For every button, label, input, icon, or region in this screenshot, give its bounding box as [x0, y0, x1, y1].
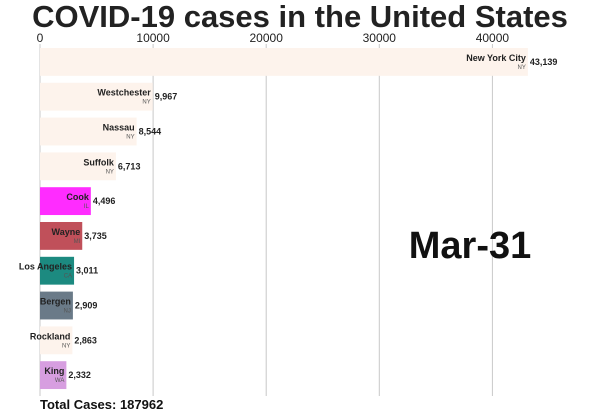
bar: [40, 361, 67, 390]
bar-name-label: Nassau: [103, 123, 135, 133]
bar-value-label: 6,713: [118, 161, 141, 171]
bar-name-label: King: [44, 366, 64, 376]
bar-state-label: IL: [84, 204, 90, 210]
bar: [40, 291, 73, 320]
bar-name-label: Rockland: [30, 331, 71, 341]
bar-state-label: MI: [74, 239, 81, 245]
bar-name-label: Los Angeles: [19, 262, 72, 272]
bar: [40, 117, 137, 146]
chart-title: COVID-19 cases in the United States: [32, 0, 568, 34]
x-tick-label: 30000: [363, 31, 397, 45]
x-tick-label: 40000: [476, 31, 510, 45]
x-tick-label: 10000: [136, 31, 170, 45]
bar: [40, 222, 83, 250]
bar-value-label: 3,735: [84, 231, 107, 241]
grid-lines: [39, 44, 493, 396]
bar-name-label: Suffolk: [83, 157, 114, 167]
x-tick-label: 20000: [250, 31, 284, 45]
bar-value-label: 4,496: [93, 196, 116, 206]
bar-name-label: Cook: [66, 192, 89, 202]
x-tick-label: 0: [37, 31, 44, 45]
bar: [40, 187, 91, 216]
bar: [40, 48, 528, 76]
bars-group: New York City NY 43,139 Westchester NY 9,967 N…: [19, 48, 558, 390]
bar: [40, 256, 75, 285]
bar-state-label: NY: [126, 135, 134, 141]
bar-state-label: WA: [55, 378, 64, 384]
bar-state-label: NY: [518, 65, 526, 71]
bar-value-label: 8,544: [139, 127, 162, 137]
bar-state-label: CA: [64, 274, 72, 280]
bar-state-label: NY: [142, 100, 150, 106]
bar-value-label: 9,967: [155, 92, 178, 102]
bar-state-label: NJ: [64, 309, 71, 315]
x-axis-ticks: 0 10000 20000 30000 40000: [37, 31, 510, 45]
bar-name-label: Westchester: [97, 88, 151, 98]
bar-state-label: NY: [62, 343, 70, 349]
bar: [40, 152, 116, 181]
bar: [40, 326, 73, 355]
total-cases-label: Total Cases: 187962: [40, 397, 163, 412]
bar-value-label: 2,909: [75, 301, 98, 311]
bar-name-label: Wayne: [52, 227, 81, 237]
bar-value-label: 3,011: [76, 266, 98, 276]
bar-state-label: NY: [106, 169, 114, 175]
bar-value-label: 2,863: [74, 335, 97, 345]
bar-name-label: New York City: [466, 53, 526, 63]
bar-value-label: 43,139: [530, 57, 558, 67]
bar-value-label: 2,332: [68, 370, 91, 380]
bar: [40, 82, 153, 111]
date-label: Mar-31: [409, 225, 532, 267]
bar-name-label: Bergen: [40, 297, 71, 307]
